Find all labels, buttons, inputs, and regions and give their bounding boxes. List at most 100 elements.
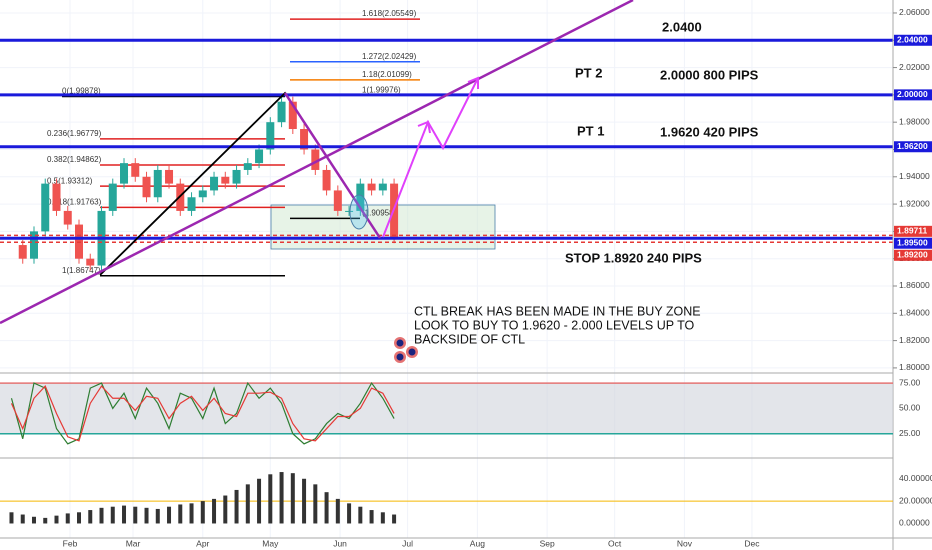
hist-bar [245, 484, 250, 524]
hist-bar [155, 508, 160, 524]
hist-bar [380, 512, 385, 524]
candle [52, 183, 61, 211]
stoch-line [10, 381, 395, 445]
hist-bar [110, 506, 115, 524]
price-label-box [894, 225, 932, 237]
hist-bar [31, 516, 36, 524]
annotation: STOP 1.8920 240 PIPS [565, 250, 702, 265]
hist-bar [189, 503, 194, 524]
hist-bar [167, 506, 172, 524]
price-label: 1.89711 [897, 226, 928, 236]
stoch-line [10, 385, 395, 442]
hist-bar [358, 506, 363, 524]
candle [210, 176, 219, 191]
candle [221, 176, 230, 184]
candle [29, 231, 38, 259]
hist-bar [335, 498, 340, 524]
price-label: 2.00000 [897, 89, 928, 99]
candle [41, 183, 50, 232]
fib-label: 1.618(2.05549) [362, 9, 417, 18]
candle [108, 183, 117, 211]
icons [394, 337, 418, 363]
candle [131, 163, 140, 177]
y-tick-label: 40.00000 [899, 473, 932, 483]
x-tick-label: Nov [677, 538, 693, 548]
candle [288, 101, 297, 130]
hist-bar [77, 512, 82, 524]
trendline [283, 92, 382, 239]
candle [232, 169, 241, 184]
annotation: PT 2 [575, 65, 602, 80]
arrow-head [417, 120, 431, 134]
axes: 1.800001.820001.840001.860001.880001.900… [63, 7, 932, 548]
x-tick-label: May [262, 538, 279, 548]
annotation: 2.0400 [662, 19, 702, 34]
hist-bar [54, 515, 59, 524]
price-label-box [894, 249, 932, 261]
hist-bar [324, 492, 329, 524]
y-tick-label: 1.98000 [899, 116, 930, 126]
candle [153, 169, 162, 198]
y-tick-label: 20.00000 [899, 495, 932, 505]
y-tick-label: 25.00 [899, 428, 921, 438]
price-label: 2.04000 [897, 35, 928, 45]
y-tick-label: 2.06000 [899, 7, 930, 17]
y-tick-label: 2.02000 [899, 62, 930, 72]
candle [345, 210, 354, 212]
annotation: 2.0000 800 PIPS [660, 67, 759, 82]
hist-bar [268, 474, 273, 524]
candle [18, 245, 27, 259]
hist-bar [290, 473, 295, 524]
hist-bar [369, 510, 374, 524]
candle [165, 169, 174, 184]
fib-label: 1(1.99976) [362, 85, 401, 94]
y-tick-label: 75.00 [899, 377, 921, 387]
candle [333, 190, 342, 211]
hist-bar [99, 507, 104, 524]
x-tick-label: Oct [608, 538, 622, 548]
price-label-box [894, 34, 932, 46]
y-tick-label: 1.86000 [899, 280, 930, 290]
y-tick-label: 1.94000 [899, 171, 930, 181]
price-label-box [894, 89, 932, 101]
candle [120, 163, 129, 184]
hist-bar [347, 503, 352, 524]
hist-bar [200, 501, 205, 524]
candle [300, 129, 309, 150]
fib-label: 0.236(1.96779) [47, 129, 102, 138]
hist-bar [178, 504, 183, 524]
x-tick-label: Jul [402, 538, 413, 548]
fib-label: 0(1.99878) [62, 87, 101, 96]
fib-label: 1.18(2.01099) [362, 70, 412, 79]
x-tick-label: Aug [470, 538, 485, 548]
highlight [349, 194, 369, 230]
price-label-box [894, 141, 932, 153]
y-tick-label: 0.00000 [899, 518, 930, 528]
annotation: PT 1 [577, 123, 604, 138]
candle [198, 190, 207, 198]
hist-bar [234, 489, 239, 524]
hist-bar [88, 510, 93, 524]
candle [322, 169, 331, 191]
candle [266, 122, 275, 150]
fib-label: 0.382(1.94862) [47, 155, 102, 164]
hist-bar [43, 517, 48, 524]
x-tick-label: Dec [744, 538, 760, 548]
candle [243, 163, 252, 170]
y-tick-label: 50.00 [899, 403, 921, 413]
annotations: 2.0400 PT 2 2.0000 800 PIPS PT 1 1.9620 420 … [414, 19, 759, 346]
trendline [0, 0, 634, 325]
hist-bar [313, 484, 318, 524]
hist-bar [20, 514, 25, 524]
candle [277, 101, 286, 123]
hist-bar [257, 478, 262, 524]
candle [142, 176, 151, 198]
fib-label: (1.90958) [362, 208, 397, 217]
y-tick-label: 1.84000 [899, 308, 930, 318]
hist-bar [392, 514, 397, 524]
candle [311, 149, 320, 170]
hist-bar [9, 512, 14, 524]
annotation: BACKSIDE OF CTL [414, 332, 525, 346]
